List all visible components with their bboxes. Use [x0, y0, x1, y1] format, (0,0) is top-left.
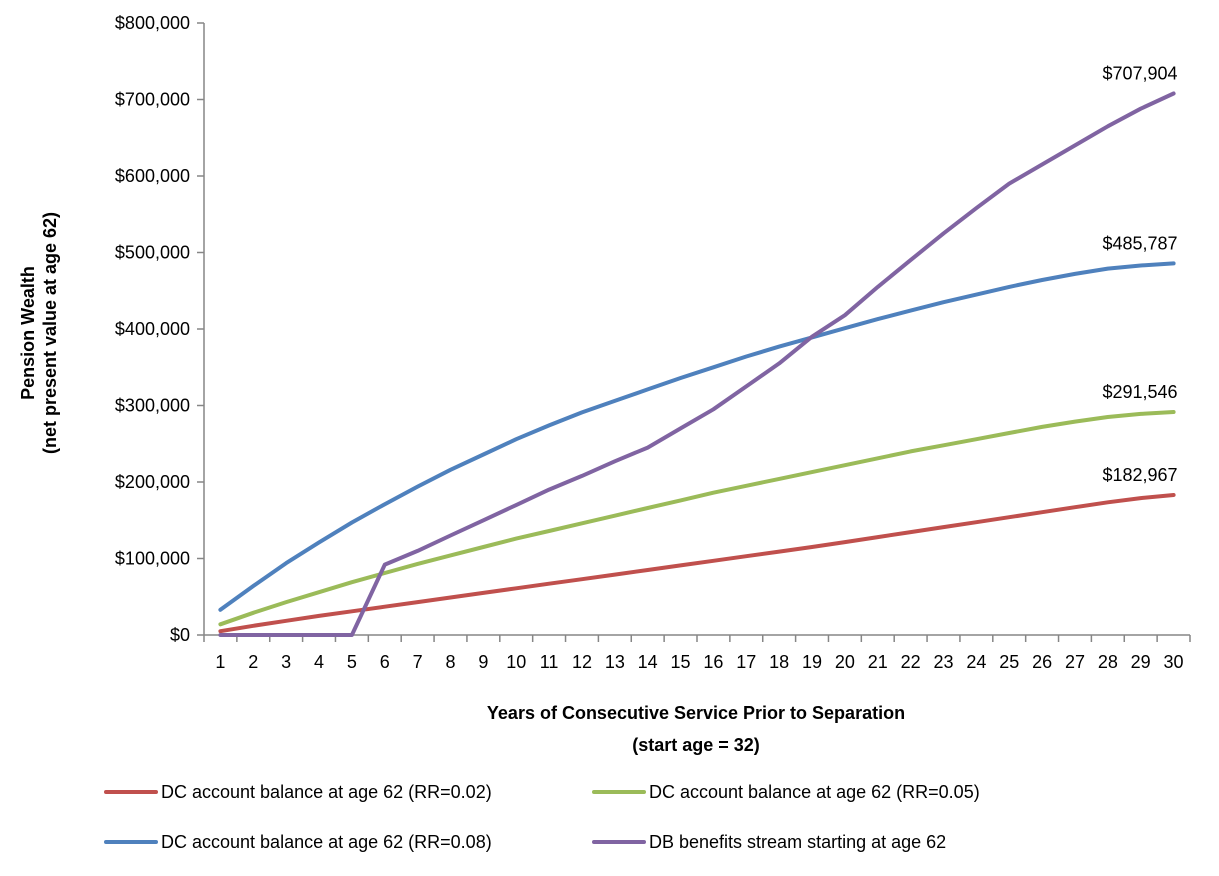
x-tick-label: 15: [671, 652, 691, 672]
x-tick-label: 4: [314, 652, 324, 672]
x-tick-label: 9: [478, 652, 488, 672]
x-tick-label: 23: [933, 652, 953, 672]
end-labels: $182,967 $291,546 $485,787 $707,904: [1102, 63, 1177, 485]
x-tick-label: 26: [1032, 652, 1052, 672]
x-tick-label: 14: [638, 652, 658, 672]
series-lines: [218, 91, 1176, 637]
y-tick-label: $600,000: [115, 166, 190, 186]
x-tick-label: 30: [1164, 652, 1184, 672]
x-tick-label: 1: [215, 652, 225, 672]
end-value-label: $182,967: [1102, 465, 1177, 485]
x-tick-label: 19: [802, 652, 822, 672]
x-tick-label: 2: [248, 652, 258, 672]
y-tick-label: $100,000: [115, 549, 190, 569]
x-tick-label: 16: [703, 652, 723, 672]
end-value-label: $485,787: [1102, 233, 1177, 253]
x-tick-label: 22: [901, 652, 921, 672]
x-tick-label: 13: [605, 652, 625, 672]
x-tick-label: 12: [572, 652, 592, 672]
end-value-label: $707,904: [1102, 63, 1177, 83]
x-tick-label: 21: [868, 652, 888, 672]
y-axis-title-line2: (net present value at age 62): [40, 212, 60, 454]
x-tick-label: 29: [1131, 652, 1151, 672]
series-line-3: [218, 261, 1176, 612]
x-tick-label: 24: [966, 652, 986, 672]
legend: DC account balance at age 62 (RR=0.02) DC…: [104, 782, 980, 852]
y-tick-label: $200,000: [115, 472, 190, 492]
series-line-4: [218, 91, 1176, 637]
y-tick-label: $700,000: [115, 90, 190, 110]
x-tick-label: 18: [769, 652, 789, 672]
x-axis-title-line1: Years of Consecutive Service Prior to Se…: [487, 703, 905, 723]
end-value-label: $291,546: [1102, 382, 1177, 402]
x-tick-label: 17: [736, 652, 756, 672]
series-line-1: [218, 493, 1176, 634]
x-axis-title-line2: (start age = 32): [632, 735, 760, 755]
x-tick-label: 5: [347, 652, 357, 672]
legend-label: DC account balance at age 62 (RR=0.08): [161, 832, 492, 852]
x-tick-label: 7: [413, 652, 423, 672]
x-tick-label: 10: [506, 652, 526, 672]
y-tick-label: $400,000: [115, 319, 190, 339]
y-tick-label: $500,000: [115, 243, 190, 263]
x-tick-label: 3: [281, 652, 291, 672]
legend-label: DC account balance at age 62 (RR=0.05): [649, 782, 980, 802]
x-tick-label: 6: [380, 652, 390, 672]
x-tick-label: 25: [999, 652, 1019, 672]
y-axis-title: Pension Wealth (net present value at age…: [18, 212, 60, 454]
y-axis-ticks: $0 $100,000 $200,000 $300,000 $400,000 $500,0…: [115, 13, 204, 645]
x-axis-ticks: 1 2 3 4 5 6 7 8 9 10 11 12 13 14 15 16 17 18 19 20 21 22 23 24 2…: [203, 635, 1191, 672]
legend-label: DB benefits stream starting at age 62: [649, 832, 946, 852]
y-tick-label: $800,000: [115, 13, 190, 33]
x-tick-label: 11: [540, 652, 559, 672]
y-tick-label: $300,000: [115, 396, 190, 416]
y-axis-title-line1: Pension Wealth: [18, 266, 38, 400]
y-tick-label: $0: [170, 625, 190, 645]
x-tick-label: 28: [1098, 652, 1118, 672]
x-tick-label: 27: [1065, 652, 1085, 672]
x-tick-label: 20: [835, 652, 855, 672]
legend-label: DC account balance at age 62 (RR=0.02): [161, 782, 492, 802]
x-tick-label: 8: [445, 652, 455, 672]
